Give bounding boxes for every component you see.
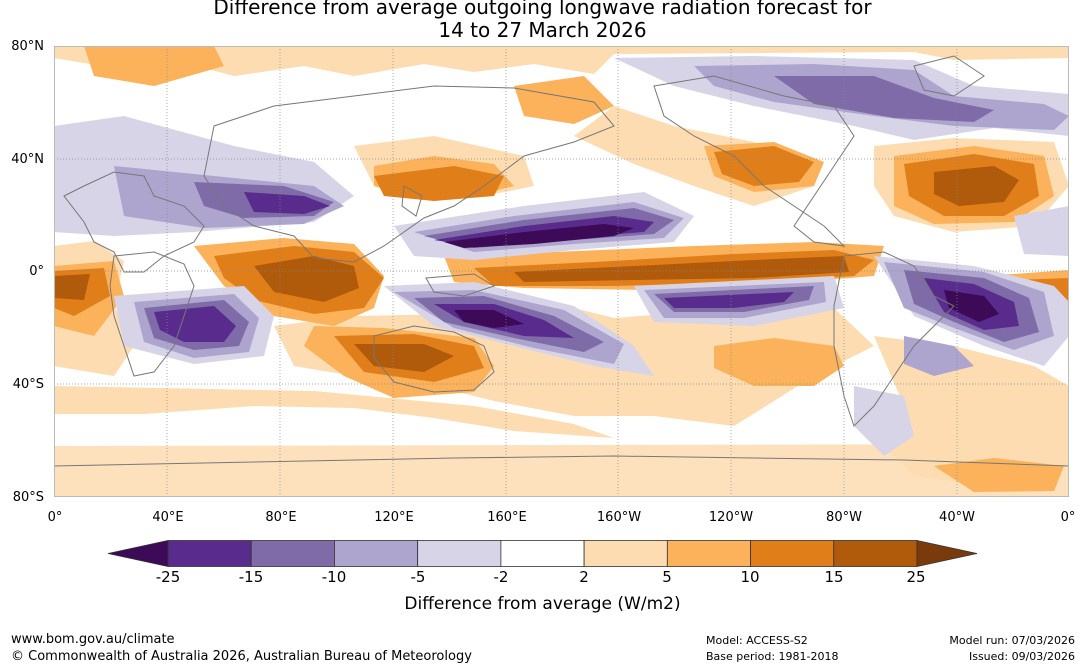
website-link[interactable]: www.bom.gov.au/climate	[11, 632, 175, 647]
colorbar-tick-label: -5	[410, 568, 426, 586]
colorbar-tick-label: 2	[579, 568, 589, 586]
map-title: Difference from average outgoing longwav…	[0, 0, 1085, 42]
lon-label-160e: 160°E	[487, 510, 527, 525]
lon-label-40e: 40°E	[152, 510, 184, 525]
colorbar-segment	[334, 540, 419, 567]
colorbar-segment	[107, 540, 169, 567]
colorbar-svg	[107, 540, 978, 567]
lon-label-0-right: 0°	[1060, 510, 1076, 525]
lon-label-120e: 120°E	[374, 510, 414, 525]
map-canvas	[54, 46, 1069, 497]
colorbar	[107, 540, 978, 568]
colorbar-segment	[583, 540, 668, 567]
lon-label-80e: 80°E	[265, 510, 297, 525]
lon-label-120w: 120°W	[708, 510, 754, 525]
colorbar-tick-label: -25	[155, 568, 181, 586]
anomaly-map	[54, 46, 1069, 497]
lon-label-80w: 80°W	[826, 510, 862, 525]
coastlines	[54, 55, 1069, 467]
colorbar-segment	[167, 540, 252, 567]
issued-date: Issued: 09/03/2026	[968, 650, 1075, 663]
colorbar-title: Difference from average (W/m2)	[404, 594, 681, 614]
lat-label-40s: 40°S	[12, 377, 44, 392]
lon-label-0: 0°	[47, 510, 63, 525]
lat-label-80n: 80°N	[11, 39, 44, 54]
anomaly-darkest-purple	[444, 224, 999, 328]
colorbar-tick-label: 5	[662, 568, 672, 586]
colorbar-tick-label: 25	[906, 568, 926, 586]
colorbar-tick-label: -10	[321, 568, 347, 586]
lat-label-equator: 0°	[29, 264, 44, 279]
base-period: Base period: 1981-2018	[706, 650, 839, 663]
colorbar-segment	[250, 540, 335, 567]
colorbar-tick-label: 15	[824, 568, 844, 586]
lon-label-160w: 160°W	[596, 510, 642, 525]
colorbar-segment	[916, 540, 978, 567]
lon-label-40w: 40°W	[939, 510, 975, 525]
colorbar-tick-label: -2	[493, 568, 509, 586]
anomaly-brown	[54, 166, 1019, 372]
colorbar-segment	[833, 540, 918, 567]
colorbar-segment	[666, 540, 751, 567]
footer-dates: Model run: 07/03/2026 Issued: 09/03/2026	[949, 633, 1075, 665]
title-line-2: 14 to 27 March 2026	[438, 18, 647, 42]
graticule	[54, 46, 1069, 497]
lat-label-80s: 80°S	[12, 490, 44, 505]
copyright-text: © Commonwealth of Australia 2026, Austra…	[11, 649, 472, 664]
title-line-1: Difference from average outgoing longwav…	[213, 0, 872, 19]
model-name: Model: ACCESS-S2	[706, 634, 808, 647]
colorbar-segment	[750, 540, 835, 567]
lat-label-40n: 40°N	[11, 152, 44, 167]
footer-credits: www.bom.gov.au/climate © Commonwealth of…	[11, 631, 472, 665]
colorbar-segment	[500, 540, 585, 567]
colorbar-tick-label: -15	[238, 568, 264, 586]
colorbar-tick-label: 10	[740, 568, 760, 586]
footer-model-info: Model: ACCESS-S2 Base period: 1981-2018	[706, 633, 838, 665]
model-run-date: Model run: 07/03/2026	[949, 634, 1075, 647]
colorbar-segment	[417, 540, 502, 567]
